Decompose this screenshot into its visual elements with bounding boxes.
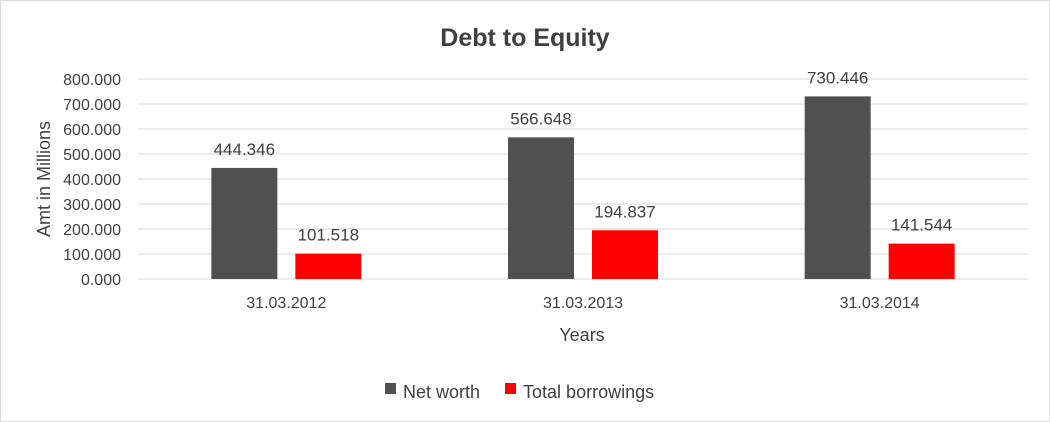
y-tick-label: 300.000 [63, 197, 121, 214]
x-axis-title: Years [559, 325, 604, 345]
x-category-label: 31.03.2012 [246, 295, 326, 312]
legend-swatch [385, 383, 396, 394]
y-axis-title: Amt in Millions [34, 121, 54, 237]
bar-net-worth [508, 137, 574, 279]
y-tick-label: 500.000 [63, 147, 121, 164]
legend-label: Net worth [403, 382, 480, 402]
y-tick-label: 200.000 [63, 222, 121, 239]
y-tick-label: 400.000 [63, 172, 121, 189]
grid-lines [138, 78, 1028, 280]
bar-total-borrowings [295, 253, 362, 279]
y-tick-label: 600.000 [63, 122, 121, 139]
bar-total-borrowings [592, 230, 658, 279]
y-tick-label: 800.000 [63, 72, 121, 89]
data-label: 141.544 [891, 216, 952, 235]
y-tick-label: 700.000 [63, 97, 121, 114]
legend-swatch [505, 383, 517, 394]
bar-total-borrowings [888, 243, 955, 279]
bar-net-worth [211, 167, 278, 279]
legend: Net worth Total borrowings [385, 382, 654, 402]
data-label: 194.837 [594, 202, 655, 221]
data-label: 444.346 [214, 140, 275, 159]
x-category-label: 31.03.2014 [840, 295, 920, 312]
y-tick-label: 0.000 [81, 272, 121, 289]
x-axis-categories: 31.03.2012 31.03.2013 31.03.2014 [246, 295, 920, 312]
data-label: 101.518 [298, 226, 359, 245]
x-category-label: 31.03.2013 [543, 295, 623, 312]
chart-title: Debt to Equity [440, 24, 610, 52]
data-labels: 444.346 101.518 566.648 194.837 730.446 141.5… [214, 68, 953, 244]
legend-label: Total borrowings [523, 382, 654, 402]
y-axis-ticks: 0.000 100.000 200.000 300.000 400.000 500.000… [63, 72, 121, 289]
bar-net-worth [804, 96, 871, 280]
y-tick-label: 100.000 [63, 247, 121, 264]
bars [211, 96, 955, 280]
data-label: 730.446 [807, 68, 868, 87]
data-label: 566.648 [510, 109, 571, 128]
